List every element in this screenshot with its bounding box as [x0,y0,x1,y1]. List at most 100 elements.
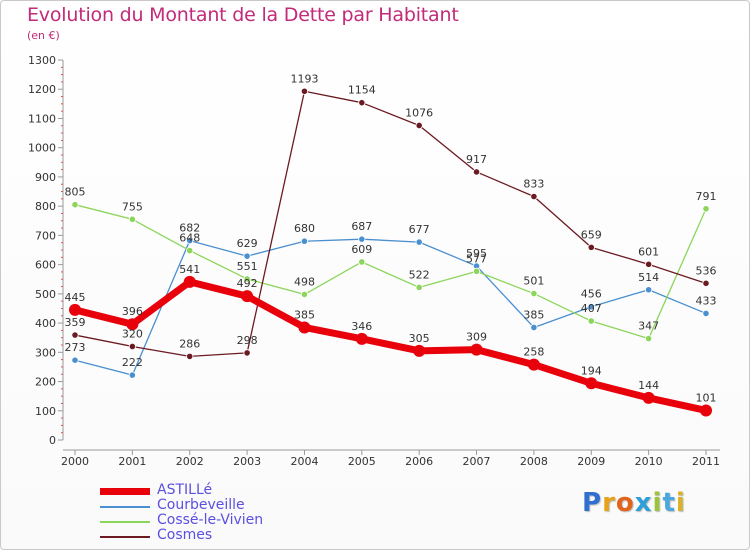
data-point [587,243,595,251]
data-point [415,238,423,246]
legend-label: Courbeveille [157,497,245,513]
data-label: 492 [237,277,258,290]
x-tick-label: 2007 [463,455,491,468]
y-tick-label: 300 [35,346,56,359]
y-tick-label: 1000 [28,142,56,155]
data-label: 258 [523,346,544,359]
logo-letter: o [615,488,635,518]
data-label: 680 [294,222,315,235]
y-tick-label: 400 [35,317,56,330]
data-label: 101 [696,391,717,404]
logo-letter: i [675,488,686,518]
data-label: 687 [351,220,372,233]
data-point [642,391,655,404]
data-point [186,237,194,245]
data-point [128,371,136,379]
data-point [126,318,139,331]
data-point [702,309,710,318]
x-tick-label: 2001 [118,455,146,468]
data-label: 595 [466,247,487,260]
x-tick-label: 2002 [176,455,204,468]
data-point [71,331,79,339]
data-label: 522 [409,268,430,281]
data-label: 305 [409,332,430,345]
data-point [587,303,595,311]
data-point [241,290,254,303]
data-label: 833 [523,178,544,191]
x-tick-label: 2006 [405,455,433,468]
proxiti-logo: Proxiti [582,488,686,518]
data-point [300,237,309,245]
data-label: 791 [696,190,717,203]
data-label: 682 [179,222,200,235]
data-label: 536 [696,264,717,277]
data-label: 677 [409,223,430,236]
data-point [530,289,538,298]
data-label: 359 [65,316,86,329]
data-label: 648 [179,232,200,245]
data-point [587,317,595,325]
data-point [702,279,710,287]
data-point [530,323,538,332]
y-tick-label: 1300 [28,54,56,67]
legend-swatch [100,505,150,508]
legend-swatch [100,520,150,523]
legend-label: Cosmes [157,527,213,543]
data-label: 629 [237,237,258,250]
data-label: 347 [638,320,659,333]
data-point [527,358,540,371]
data-point [700,404,712,417]
x-tick-label: 2011 [692,455,720,468]
x-tick-label: 2005 [348,455,376,468]
data-label: 385 [294,308,315,321]
data-label: 433 [696,294,717,307]
data-label: 385 [523,308,544,321]
y-tick-label: 700 [35,229,56,242]
data-point [470,343,483,356]
data-label: 309 [466,331,487,344]
series-line [71,278,710,414]
data-point [415,121,423,130]
data-point [243,252,251,260]
data-point [358,235,366,243]
data-point [128,342,136,351]
data-label: 1193 [290,72,318,85]
data-point [413,344,426,357]
data-point [243,349,251,357]
y-tick-label: 800 [35,200,56,213]
data-label: 501 [523,275,544,288]
data-label: 577 [466,252,487,265]
data-label: 456 [581,288,602,301]
data-label: 396 [122,305,143,318]
y-tick-label: 100 [35,405,56,418]
data-label: 1076 [405,106,433,119]
data-label: 1154 [348,84,376,97]
data-point [702,205,710,213]
data-point [300,87,309,95]
data-point [358,99,366,107]
legend-label: Cossé-le-Vivien [157,512,264,528]
data-point [183,275,196,288]
series-line [74,238,707,376]
x-tick-label: 2008 [520,455,548,468]
series-line [74,90,707,358]
logo-letter: t [662,488,676,518]
y-tick-label: 900 [35,171,56,184]
data-label: 445 [65,291,86,304]
data-point [128,215,136,223]
data-label: 805 [65,186,86,199]
legend-swatch [100,488,150,495]
data-point [415,283,423,292]
x-tick-label: 2003 [233,455,261,468]
data-label: 498 [294,275,315,288]
data-point [530,192,538,201]
logo-letter: P [582,488,603,518]
data-point [71,356,79,364]
data-point [186,352,194,360]
data-label: 917 [466,153,487,166]
x-tick-label: 2010 [635,455,663,468]
data-point [298,321,311,334]
data-point [69,303,81,316]
data-label: 551 [237,260,258,273]
